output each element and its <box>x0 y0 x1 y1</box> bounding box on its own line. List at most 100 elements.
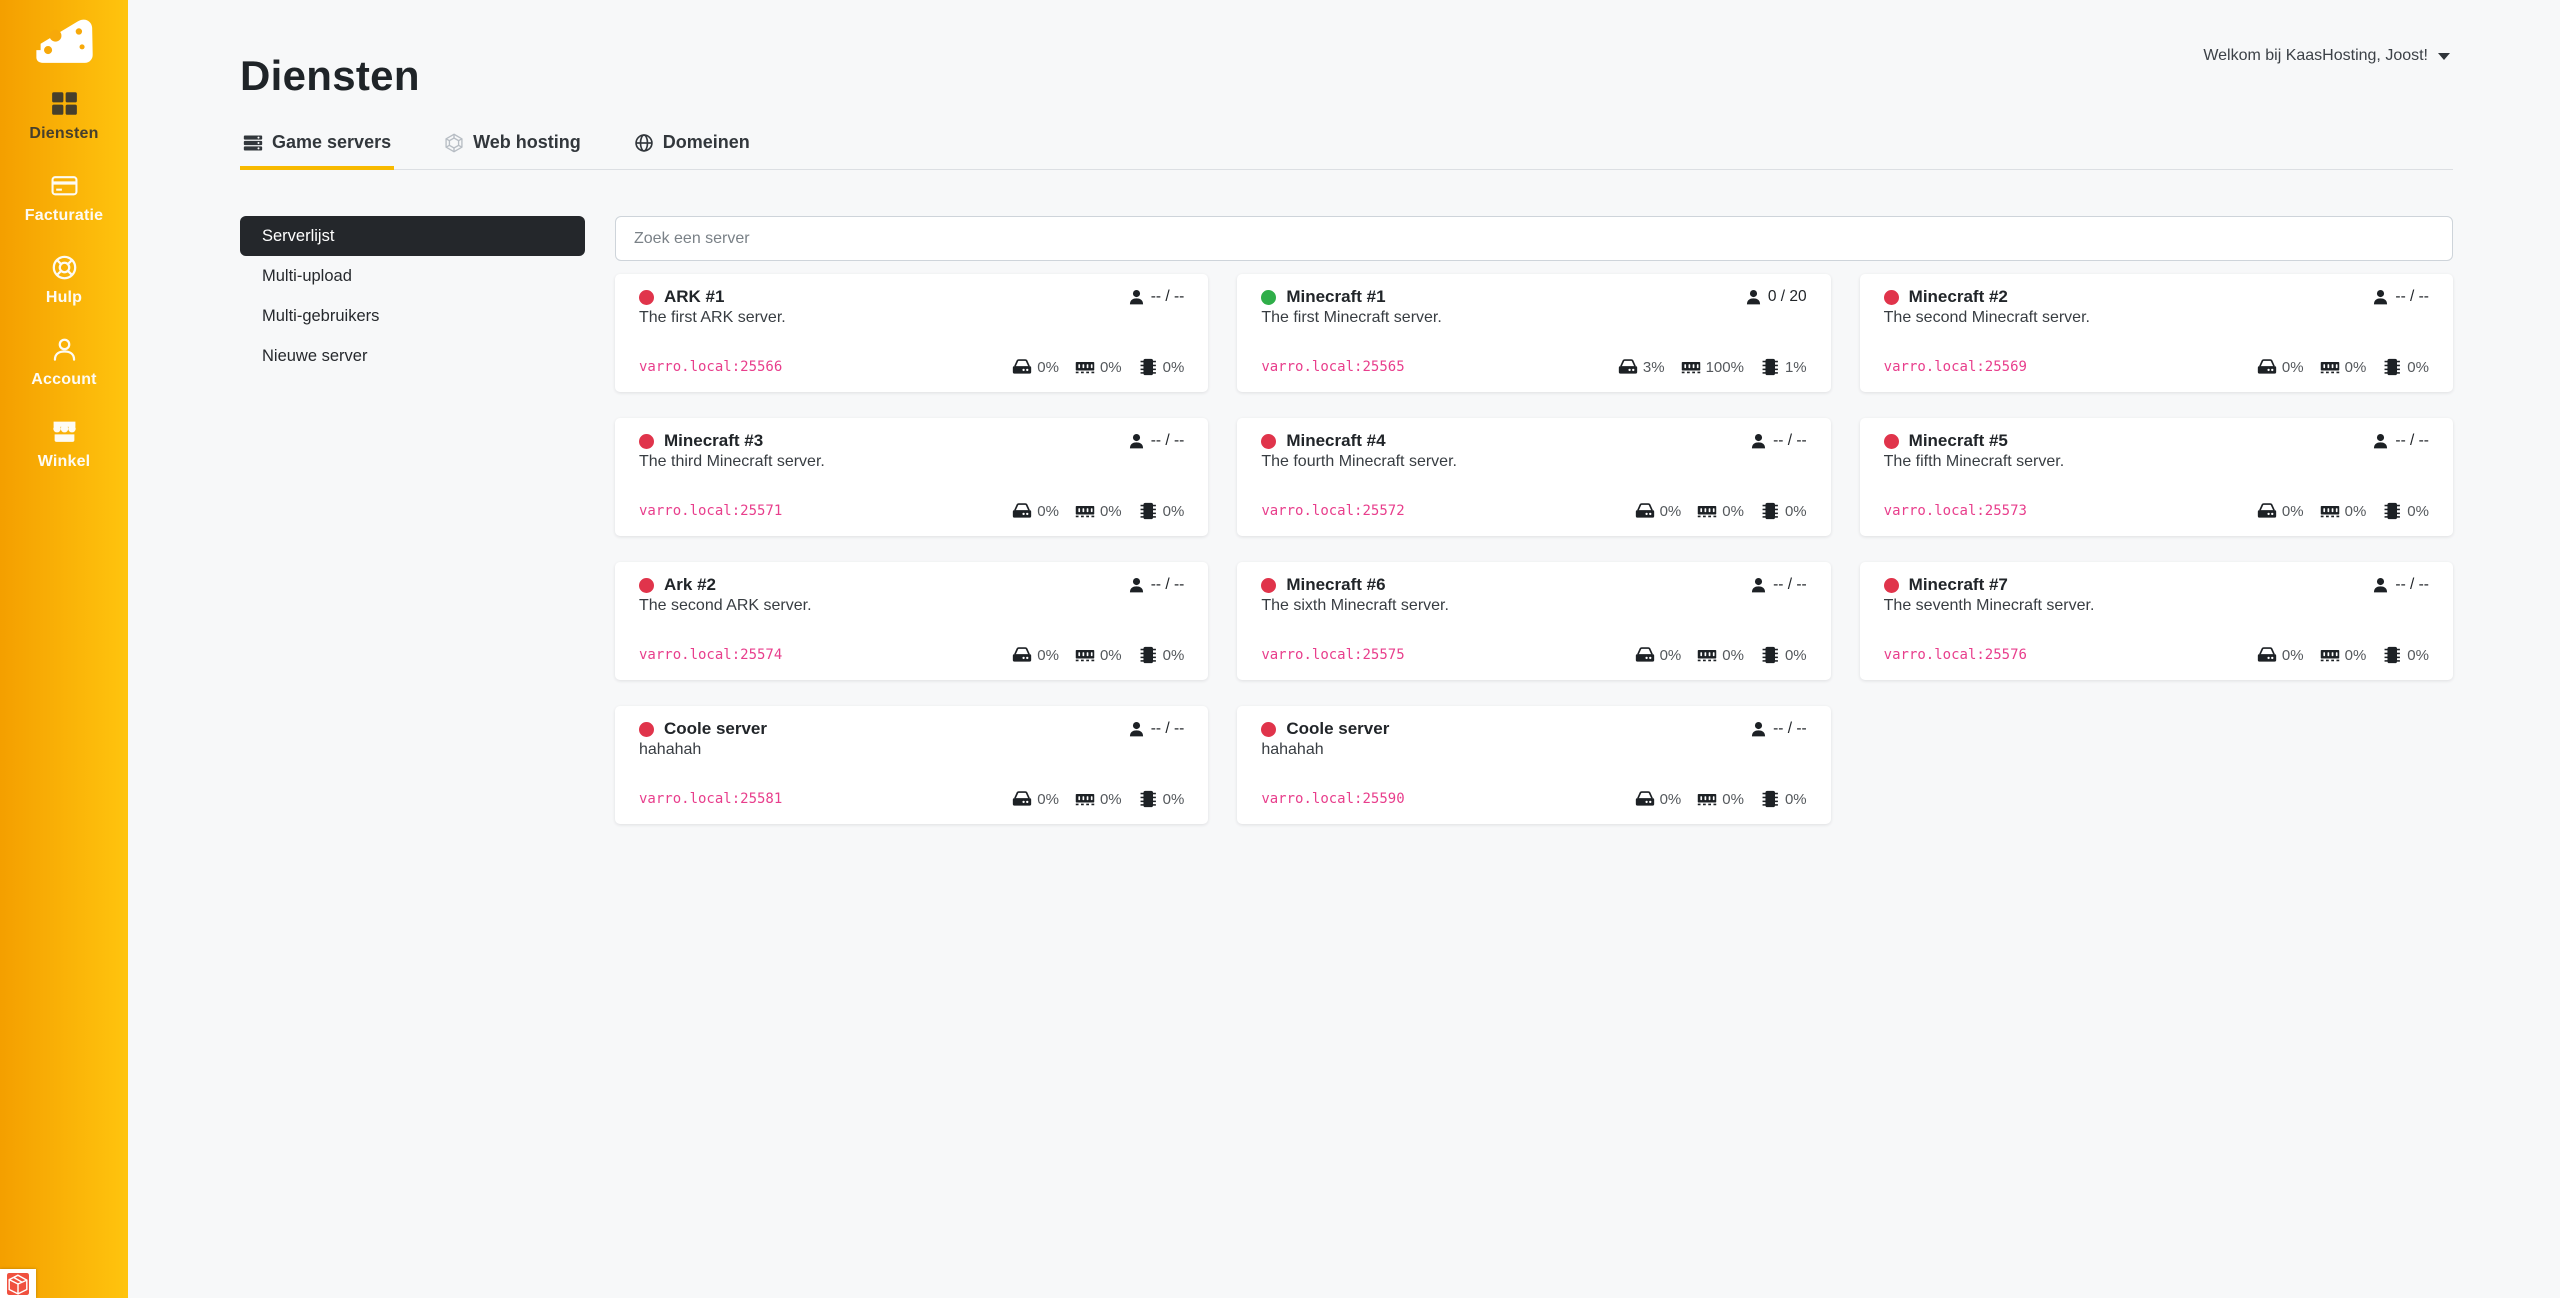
ram-usage: 0% <box>1099 358 1122 376</box>
player-count: -- / -- <box>1129 432 1184 450</box>
server-name: Minecraft #4 <box>1286 431 1386 450</box>
server-stats: 0% 0% 0% <box>1635 645 1807 665</box>
ram-stat: 0% <box>2320 645 2366 665</box>
cpu-stat: 0% <box>1138 357 1185 377</box>
sidebar-item-diensten[interactable]: Diensten <box>0 90 128 143</box>
cpu-stat: 0% <box>2382 645 2429 665</box>
server-card[interactable]: Coole server -- / -- hahahah varro.local… <box>615 706 1209 824</box>
server-card[interactable]: Minecraft #3 -- / -- The third Minecraft… <box>615 418 1209 536</box>
server-card[interactable]: ARK #1 -- / -- The first ARK server. var… <box>615 274 1209 392</box>
sidebar-item-facturatie[interactable]: Facturatie <box>0 172 128 225</box>
sidebar-item-label: Hulp <box>45 289 83 306</box>
tab-web-hosting[interactable]: Web hosting <box>441 126 584 170</box>
subnav-item-nieuwe-server[interactable]: Nieuwe server <box>262 346 368 365</box>
player-count-value: -- / -- <box>1150 720 1185 737</box>
subnav-item-multi-gebruikers[interactable]: Multi-gebruikers <box>262 306 380 325</box>
status-dot <box>1883 289 1899 305</box>
server-card[interactable]: Coole server -- / -- hahahah varro.local… <box>1237 706 1831 824</box>
microchip-icon <box>1760 789 1780 809</box>
service-tabs: Game servers Web hosting Domeinen <box>240 126 2453 170</box>
player-count: -- / -- <box>1751 432 1807 450</box>
ram-stat: 0% <box>1697 789 1744 809</box>
sidebar-item-label: Account <box>31 371 97 388</box>
disk-stat: 0% <box>1635 501 1682 521</box>
cpu-stat: 0% <box>2382 357 2429 377</box>
server-card[interactable]: Minecraft #6 -- / -- The sixth Minecraft… <box>1237 562 1831 680</box>
sidebar-item-winkel[interactable]: Winkel <box>0 418 128 471</box>
tab-game-servers[interactable]: Game servers <box>240 126 395 170</box>
ram-stat: 0% <box>1697 645 1744 665</box>
player-count-value: -- / -- <box>1773 576 1807 593</box>
hdd-icon <box>1635 789 1655 809</box>
server-name: Minecraft #7 <box>1908 575 2008 594</box>
status-dot <box>1883 577 1899 593</box>
microchip-icon <box>2382 357 2402 377</box>
server-name: Minecraft #5 <box>1908 431 2008 450</box>
ram-usage: 0% <box>1722 502 1744 520</box>
tab-domeinen[interactable]: Domeinen <box>631 126 753 170</box>
ram-stat: 0% <box>2320 501 2366 521</box>
disk-stat: 0% <box>2257 357 2304 377</box>
memory-icon <box>1075 645 1095 665</box>
life-ring-icon <box>51 254 78 281</box>
server-list-panel: ARK #1 -- / -- The first ARK server. var… <box>615 216 2453 824</box>
server-card[interactable]: Minecraft #2 -- / -- The second Minecraf… <box>1859 274 2453 392</box>
tab-label: Domeinen <box>662 132 750 152</box>
sidebar-item-hulp[interactable]: Hulp <box>0 254 128 307</box>
status-dot <box>1883 433 1899 449</box>
server-description: hahahah <box>1261 741 1324 758</box>
server-card[interactable]: Ark #2 -- / -- The second ARK server. va… <box>615 562 1209 680</box>
hdd-icon <box>2257 501 2277 521</box>
debugbar-toggle[interactable] <box>0 1269 36 1298</box>
memory-icon <box>1075 357 1095 377</box>
account-menu[interactable]: Welkom bij KaasHosting, Joost! <box>2203 47 2450 65</box>
hdd-icon <box>1012 501 1032 521</box>
player-count: 0 / 20 <box>1746 288 1807 306</box>
disk-usage: 0% <box>1037 790 1059 808</box>
microchip-icon <box>1760 357 1780 377</box>
user-solid-icon <box>1751 433 1766 449</box>
server-name: Ark #2 <box>664 575 716 594</box>
microchip-icon <box>1760 501 1780 521</box>
sidebar-item-account[interactable]: Account <box>0 336 128 389</box>
cheese-logo[interactable] <box>30 15 98 70</box>
disk-stat: 0% <box>2257 501 2304 521</box>
cpu-usage: 0% <box>1162 358 1185 376</box>
cpu-stat: 0% <box>1760 501 1807 521</box>
ram-usage: 0% <box>1722 790 1744 808</box>
hdd-icon <box>2257 357 2277 377</box>
server-stats: 3% 100% 1% <box>1618 357 1807 377</box>
server-address: varro.local:25569 <box>1883 359 2027 375</box>
disk-usage: 0% <box>1659 502 1682 520</box>
server-grid: ARK #1 -- / -- The first ARK server. var… <box>615 274 2453 824</box>
status-dot <box>639 433 654 449</box>
server-address: varro.local:25571 <box>639 503 783 519</box>
server-address: varro.local:25575 <box>1261 647 1405 663</box>
server-card[interactable]: Minecraft #1 0 / 20 The first Minecraft … <box>1237 274 1831 392</box>
server-card[interactable]: Minecraft #4 -- / -- The fourth Minecraf… <box>1237 418 1831 536</box>
subnav-item-multi-upload[interactable]: Multi-upload <box>262 266 352 285</box>
player-count-value: -- / -- <box>1150 288 1185 305</box>
memory-icon <box>1075 501 1095 521</box>
server-name: Minecraft #2 <box>1908 287 2008 306</box>
server-card[interactable]: Minecraft #5 -- / -- The fifth Minecraft… <box>1859 418 2453 536</box>
hdd-icon <box>1635 501 1655 521</box>
server-description: The fifth Minecraft server. <box>1883 453 2065 470</box>
disk-usage: 0% <box>1037 358 1059 376</box>
search-input[interactable] <box>615 216 2453 261</box>
disk-usage: 0% <box>1659 790 1682 808</box>
user-solid-icon <box>1129 433 1144 449</box>
disk-usage: 0% <box>1037 646 1059 664</box>
player-count-value: -- / -- <box>1773 720 1807 737</box>
cpu-usage: 0% <box>1162 502 1185 520</box>
sidebar-item-label: Winkel <box>37 453 91 470</box>
subnav-item-serverlijst[interactable]: Serverlijst <box>240 216 585 256</box>
server-stats: 0% 0% 0% <box>1012 501 1184 521</box>
cpu-usage: 1% <box>1784 358 1807 376</box>
ram-usage: 100% <box>1705 358 1744 376</box>
disk-usage: 0% <box>2281 502 2304 520</box>
user-solid-icon <box>1129 577 1144 593</box>
server-card[interactable]: Minecraft #7 -- / -- The seventh Minecra… <box>1859 562 2453 680</box>
ram-stat: 0% <box>1697 501 1744 521</box>
disk-stat: 0% <box>1012 501 1059 521</box>
